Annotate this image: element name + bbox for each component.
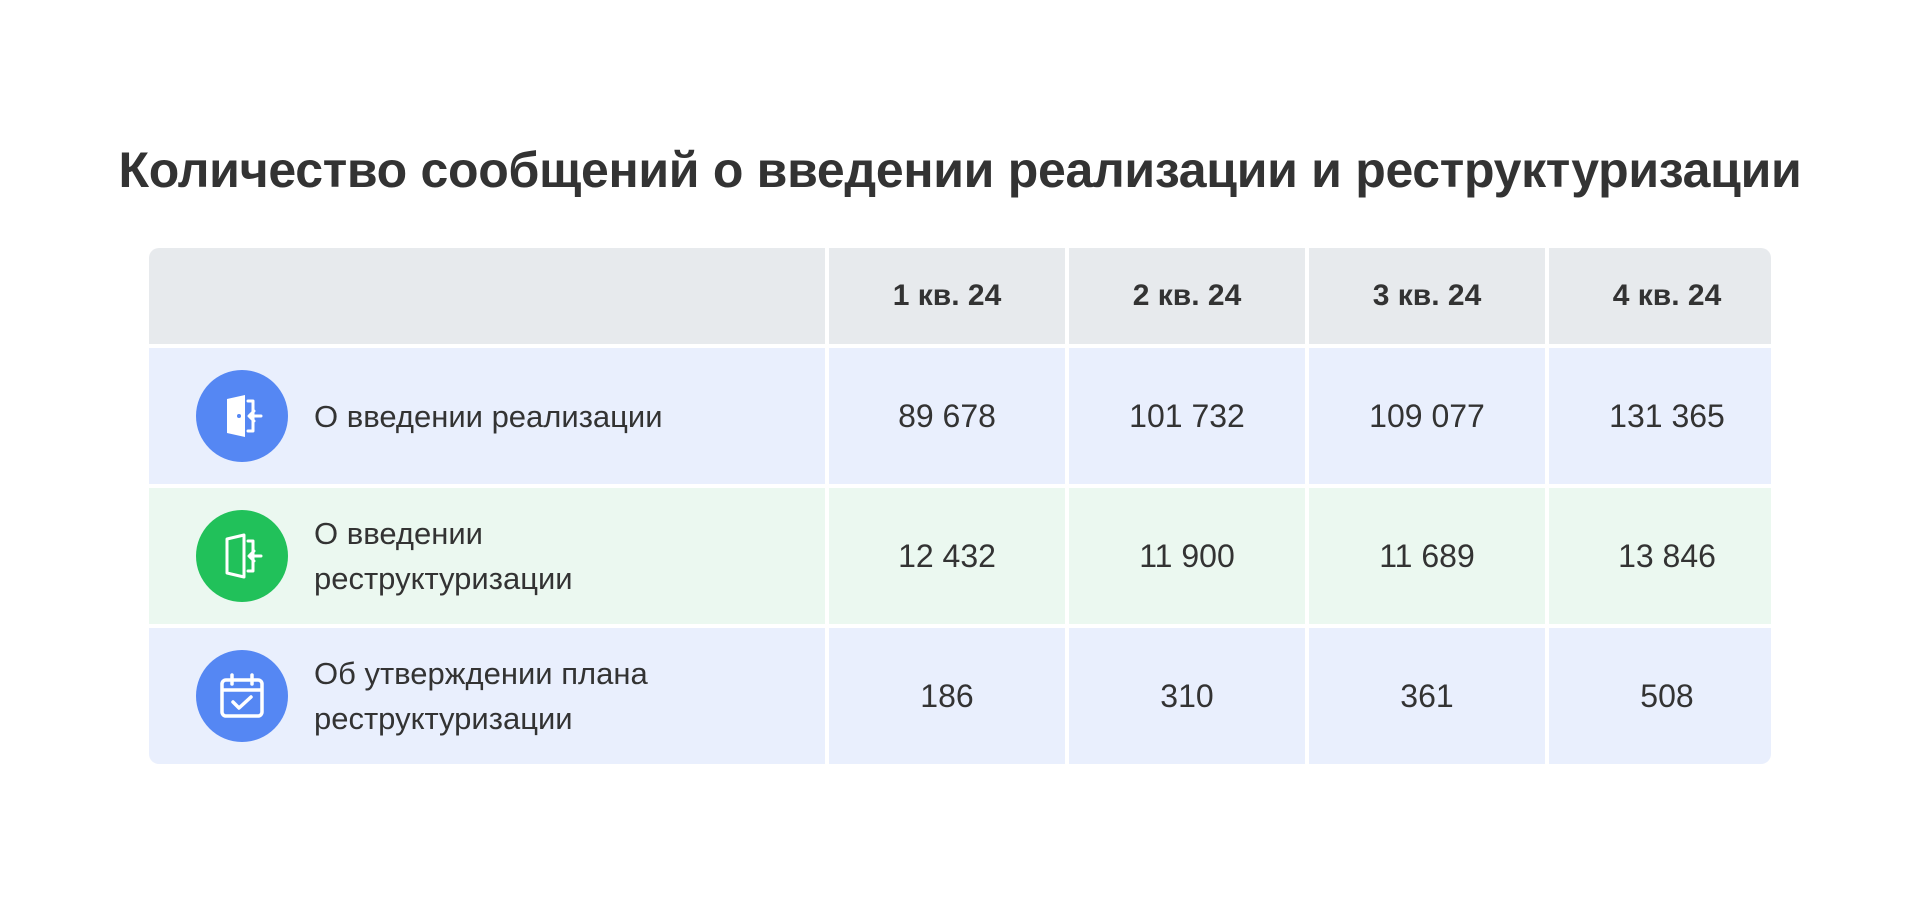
- value-cell: 131 365: [1549, 348, 1771, 484]
- value-cell: 12 432: [829, 488, 1065, 624]
- row-label-cell: О введении реструктуризации: [149, 488, 825, 624]
- row-label-cell: Об утверждении плана реструктуризации: [149, 628, 825, 764]
- door-exit-outline-icon: [196, 510, 288, 602]
- header-empty-cell: [149, 248, 825, 344]
- value-cell: 89 678: [829, 348, 1065, 484]
- value-cell: 186: [829, 628, 1065, 764]
- value-cell: 101 732: [1069, 348, 1305, 484]
- row-label-cell: О введении реализации: [149, 348, 825, 484]
- row-label: О введении реструктуризации: [314, 516, 573, 596]
- value-cell: 508: [1549, 628, 1771, 764]
- column-header: 3 кв. 24: [1309, 248, 1545, 344]
- value-cell: 11 900: [1069, 488, 1305, 624]
- value-cell: 361: [1309, 628, 1545, 764]
- column-header: 4 кв. 24: [1549, 248, 1771, 344]
- stats-table: 1 кв. 24 2 кв. 24 3 кв. 24 4 кв. 24 О вв…: [149, 248, 1771, 764]
- value-cell: 11 689: [1309, 488, 1545, 624]
- row-label: О введении реализации: [314, 398, 663, 434]
- value-cell: 109 077: [1309, 348, 1545, 484]
- value-cell: 13 846: [1549, 488, 1771, 624]
- page-title: Количество сообщений о введении реализац…: [118, 142, 1802, 198]
- column-header: 2 кв. 24: [1069, 248, 1305, 344]
- calendar-check-icon: [196, 650, 288, 742]
- row-label: Об утверждении плана реструктуризации: [314, 656, 648, 736]
- column-header: 1 кв. 24: [829, 248, 1065, 344]
- door-exit-icon: [196, 370, 288, 462]
- value-cell: 310: [1069, 628, 1305, 764]
